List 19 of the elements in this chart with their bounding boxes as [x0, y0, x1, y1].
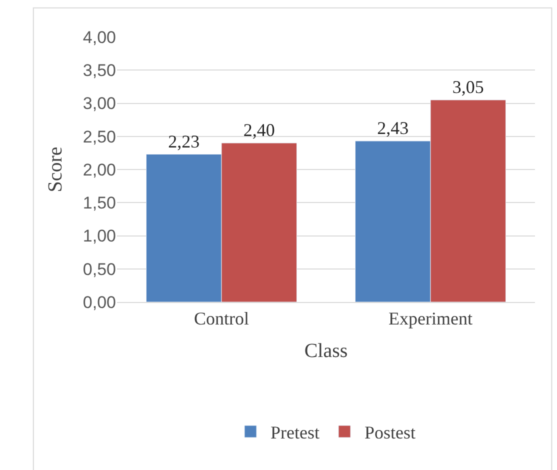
- y-tick-label: 0,50: [82, 260, 116, 279]
- data-label: 2,23: [168, 131, 200, 152]
- y-tick-label: 2,00: [82, 160, 116, 180]
- y-tick-label: 3,00: [82, 94, 116, 114]
- y-tick-label: 4,00: [82, 28, 116, 47]
- data-label: 2,40: [243, 120, 275, 140]
- y-tick-label: 1,00: [82, 226, 116, 246]
- legend-label: Pretest: [270, 422, 320, 443]
- x-tick-label: Control: [194, 308, 250, 329]
- data-label: 2,43: [377, 118, 409, 138]
- data-label: 3,05: [452, 76, 484, 97]
- x-tick-label: Experiment: [388, 308, 472, 329]
- y-tick-label: 2,50: [82, 127, 116, 146]
- y-tick-label: 3,50: [82, 61, 116, 80]
- x-axis-title: Class: [304, 340, 348, 362]
- y-axis-title: Score: [44, 146, 66, 192]
- y-tick-label: 0,00: [82, 292, 116, 312]
- y-tick-label: 1,50: [82, 194, 116, 213]
- legend-label: Postest: [364, 422, 416, 443]
